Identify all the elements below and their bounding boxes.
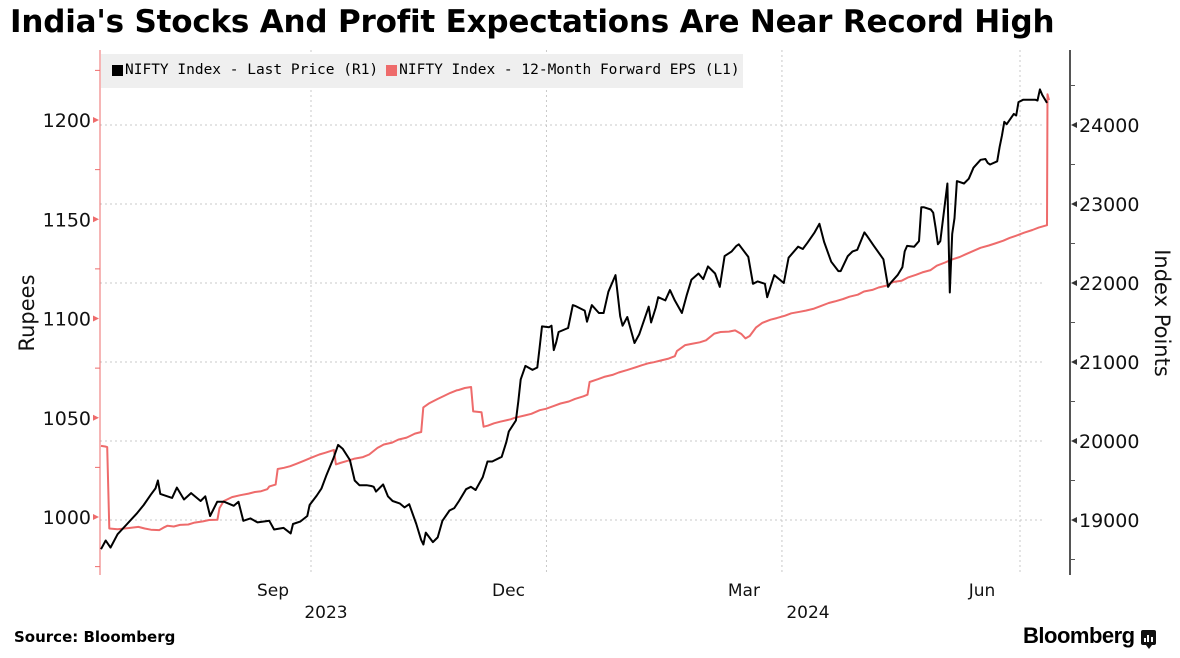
x-axis-year-label: 2024 (786, 603, 829, 623)
right-axis-tick-marker (1071, 438, 1077, 444)
left-axis-tick-label: 1150 (43, 209, 91, 231)
right-axis-tick-marker (1071, 280, 1077, 286)
right-axis-tick-label: 23000 (1079, 194, 1139, 216)
left-axis-tick-label: 1000 (43, 507, 91, 529)
legend-background (101, 54, 743, 88)
left-axis-tick-marker (93, 216, 99, 223)
bloomberg-logo: Bloomberg (1023, 623, 1156, 649)
legend-item-eps: NIFTY Index - 12-Month Forward EPS (L1) (386, 62, 740, 78)
gridlines (100, 50, 1045, 575)
left-axis-tick-marker (93, 117, 99, 123)
legend-label-price: NIFTY Index - Last Price (R1) (125, 62, 379, 78)
right-axis-tick-marker (1071, 359, 1077, 365)
legend-item-price: NIFTY Index - Last Price (R1) (112, 62, 378, 78)
left-axis-title: Rupees (15, 274, 39, 351)
right-axis-title: Index Points (1150, 249, 1174, 377)
right-axis-tick-label: 21000 (1079, 352, 1139, 374)
x-axis-tick-label: Sep (257, 581, 289, 601)
legend: NIFTY Index - Last Price (R1) NIFTY Inde… (112, 62, 740, 78)
series-line-eps (100, 93, 1050, 532)
right-axis-tick-label: 22000 (1079, 273, 1139, 295)
left-axis-tick-marker (93, 514, 99, 520)
right-axis-tick-label: 24000 (1079, 115, 1139, 137)
x-axis-tick-label: Jun (968, 581, 996, 601)
brand-name: Bloomberg (1023, 623, 1135, 648)
x-axis-year-label: 2023 (304, 603, 347, 623)
source-note: Source: Bloomberg (14, 628, 176, 646)
series-line-price (100, 88, 1048, 550)
right-axis-tick-marker (1071, 122, 1077, 128)
series-layer (100, 88, 1050, 550)
legend-swatch-eps (386, 64, 398, 76)
right-axis-tick-marker (1071, 517, 1077, 523)
x-axis-tick-label: Dec (492, 581, 525, 601)
left-axis-tick-marker (93, 315, 99, 322)
axis-labels: 1000 1050 1100 1150 1200 Rupees 19000 20000 2100… (15, 110, 1174, 623)
right-axis-tick-label: 20000 (1079, 431, 1139, 453)
chart-title: India's Stocks And Profit Expectations A… (10, 4, 1055, 40)
right-axis-tick-marker (1071, 201, 1077, 207)
axes (93, 50, 1077, 575)
left-axis-tick-label: 1050 (43, 408, 91, 430)
legend-label-eps: NIFTY Index - 12-Month Forward EPS (L1) (399, 62, 740, 78)
bloomberg-terminal-icon (1140, 630, 1156, 649)
left-axis-tick-label: 1100 (43, 309, 91, 331)
legend-swatch-price (112, 64, 123, 76)
left-axis-tick-marker (93, 414, 99, 421)
left-axis-tick-label: 1200 (43, 110, 91, 132)
x-axis-tick-label: Mar (728, 581, 760, 601)
right-axis-tick-label: 19000 (1079, 510, 1139, 532)
